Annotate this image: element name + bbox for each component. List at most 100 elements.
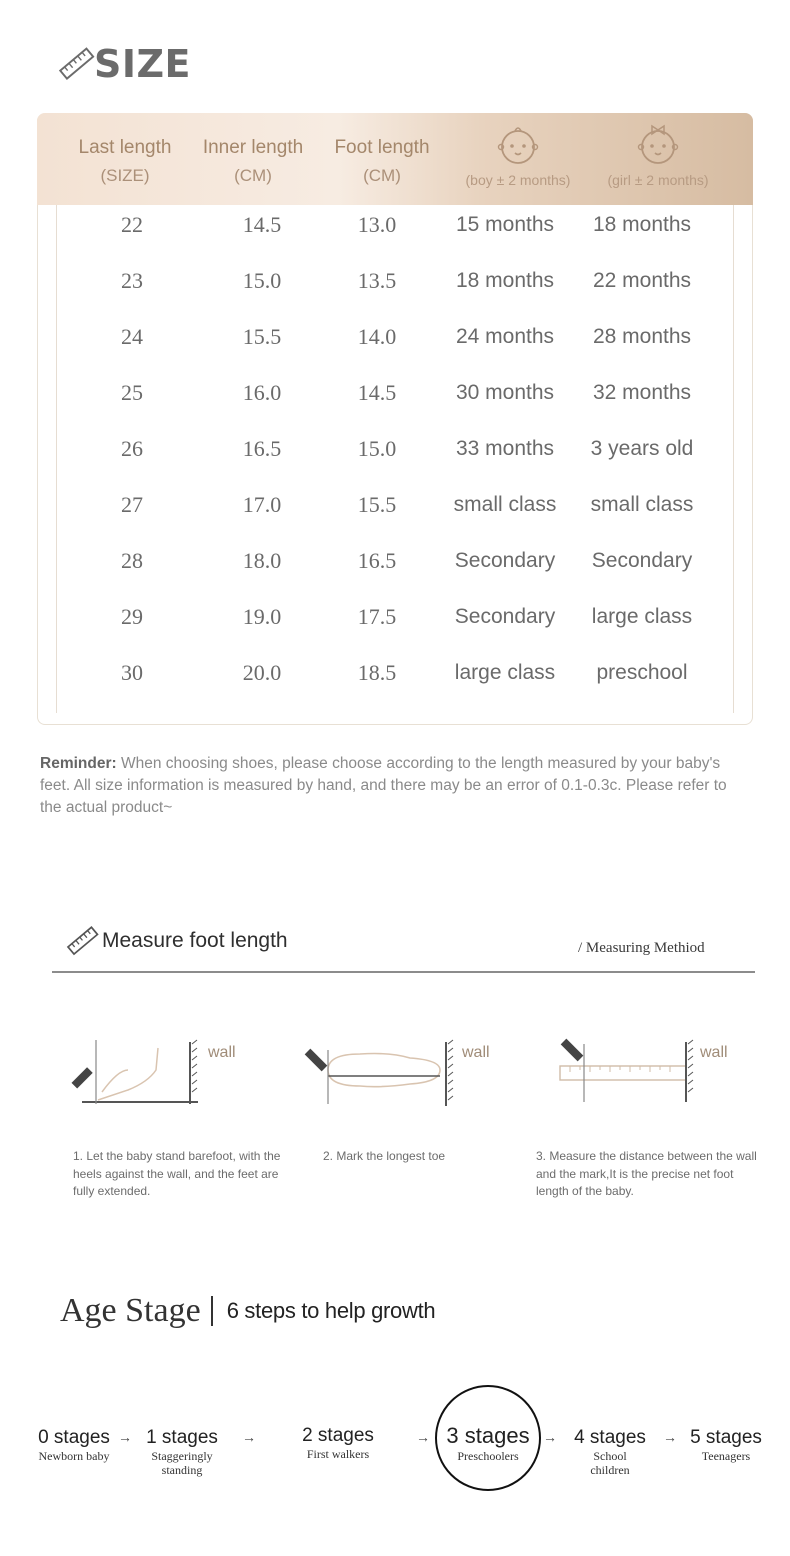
foot-side-view-icon: [71, 1039, 208, 1104]
stage-label: 2 stages: [302, 1425, 374, 1446]
cell-foot-length: 15.0: [357, 436, 397, 461]
age-stage-subtitle: 6 steps to help growth: [226, 1298, 436, 1323]
cell-size: 23: [121, 268, 143, 293]
table-row: 23 15.0 13.5 18 months 22 months: [0, 263, 790, 319]
wall-label: wall: [462, 1044, 490, 1061]
cell-foot-length: 15.5: [357, 492, 397, 517]
cell-inner-length: 16.5: [242, 436, 282, 461]
table-row: 24 15.5 14.0 24 months 28 months: [0, 319, 790, 375]
cell-inner-length: 17.0: [242, 492, 282, 517]
cell-foot-length: 16.5: [357, 548, 397, 573]
header-foot-length-title: Foot length: [334, 137, 430, 158]
cell-inner-length: 15.0: [242, 268, 282, 293]
wall-label: wall: [208, 1044, 236, 1061]
title-separator: [210, 1296, 213, 1326]
cell-foot-length: 18.5: [357, 660, 397, 685]
stage-item: 2 stages First walkers: [296, 1425, 380, 1461]
reminder-text: When choosing shoes, please choose accor…: [40, 755, 727, 816]
table-row: 22 14.5 13.0 15 months 18 months: [0, 207, 790, 263]
cell-girl-age: 3 years old: [590, 437, 694, 460]
step3-text: 3. Measure the distance between the wall…: [536, 1149, 757, 1198]
stage-label: 5 stages: [690, 1427, 762, 1448]
table-body-frame: [56, 205, 734, 713]
header-last-length-title: Last length: [78, 137, 172, 158]
table-row: 26 16.5 15.0 33 months 3 years old: [0, 431, 790, 487]
cell-foot-length: 17.5: [357, 604, 397, 629]
stage-item-highlighted: 3 stages Preschoolers: [438, 1423, 538, 1463]
stage-item: 5 stages Teenagers: [682, 1427, 770, 1463]
header-inner-length-title: Inner length: [202, 137, 304, 158]
stage-item: 0 stages Newborn baby: [28, 1427, 120, 1463]
cell-boy-age: 30 months: [455, 381, 555, 404]
stage-label: 3 stages: [446, 1423, 530, 1448]
stage-label: 1 stages: [146, 1427, 218, 1448]
header-foot-length: Foot length (CM): [322, 134, 442, 190]
measure-subtitle: / Measuring Methiod: [578, 940, 705, 956]
highlight-circle: [435, 1385, 541, 1491]
cell-girl-age: Secondary: [591, 549, 693, 572]
cell-boy-age: 15 months: [455, 213, 555, 236]
cell-girl-age: preschool: [596, 661, 688, 684]
header-girl-age-label: (girl ± 2 months): [607, 172, 709, 188]
arrow-right-icon: →: [663, 1429, 677, 1445]
wall-label: wall: [700, 1044, 728, 1061]
cell-inner-length: 14.5: [242, 212, 282, 237]
header-inner-length: Inner length (CM): [190, 134, 316, 190]
stage-label: 0 stages: [38, 1427, 110, 1448]
arrow-right-icon: →: [242, 1429, 256, 1445]
cell-foot-length: 14.5: [357, 380, 397, 405]
cell-inner-length: 20.0: [242, 660, 282, 685]
stage-item: 4 stages School children: [565, 1427, 655, 1477]
stage-description: Staggeringly standing: [151, 1449, 213, 1477]
divider: [52, 971, 755, 973]
cell-size: 26: [121, 436, 143, 461]
stage-description: Preschoolers: [457, 1449, 519, 1463]
step2-illustration: wall: [300, 1030, 510, 1110]
step1-text: 1. Let the baby stand barefoot, with the…: [73, 1149, 281, 1198]
age-stage-title: Age Stage: [60, 1292, 201, 1329]
header-last-length-unit: (SIZE): [100, 166, 150, 185]
step3-illustration: wall: [556, 1030, 756, 1110]
stage-description: First walkers: [306, 1447, 370, 1461]
cell-boy-age: Secondary: [454, 549, 556, 572]
cell-girl-age: 32 months: [592, 381, 692, 404]
cell-size: 24: [121, 324, 143, 349]
cell-size: 28: [121, 548, 143, 573]
ruler-icon: [66, 926, 99, 956]
tape-measure-icon: [559, 1038, 694, 1102]
stage-description: School children: [590, 1449, 630, 1477]
header-foot-length-unit: (CM): [363, 166, 401, 185]
table-row: 28 18.0 16.5 Secondary Secondary: [0, 543, 790, 599]
header-girl-age: (girl ± 2 months): [588, 120, 728, 188]
arrow-right-icon: →: [118, 1429, 132, 1445]
cell-size: 29: [121, 604, 143, 629]
table-row: 29 19.0 17.5 Secondary large class: [0, 599, 790, 655]
cell-boy-age: 33 months: [455, 437, 555, 460]
cell-boy-age: small class: [453, 493, 557, 516]
size-table-header: [37, 113, 753, 205]
cell-inner-length: 18.0: [242, 548, 282, 573]
stage-item: 1 stages Staggeringly standing: [140, 1427, 224, 1477]
stage-description: Teenagers: [701, 1449, 751, 1463]
cell-girl-age: large class: [591, 605, 693, 628]
cell-size: 30: [121, 660, 143, 685]
header-boy-age: (boy ± 2 months): [448, 120, 588, 188]
cell-size: 22: [121, 212, 143, 237]
reminder-label: Reminder:: [40, 755, 117, 772]
reminder-note: Reminder: When choosing shoes, please ch…: [40, 753, 740, 819]
step1-illustration: wall: [68, 1030, 258, 1110]
measure-title: Measure foot length: [102, 929, 288, 952]
size-heading: SIZE: [58, 42, 191, 86]
cell-foot-length: 14.0: [357, 324, 397, 349]
cell-inner-length: 16.0: [242, 380, 282, 405]
stage-description: Newborn baby: [38, 1449, 110, 1463]
header-boy-age-label: (boy ± 2 months): [465, 172, 571, 188]
cell-girl-age: small class: [590, 493, 694, 516]
cell-boy-age: 24 months: [455, 325, 555, 348]
baby-girl-icon: [637, 124, 679, 164]
ruler-icon: [58, 47, 95, 80]
cell-girl-age: 22 months: [592, 269, 692, 292]
cell-boy-age: 18 months: [455, 269, 555, 292]
cell-boy-age: Secondary: [454, 605, 556, 628]
cell-girl-age: 18 months: [592, 213, 692, 236]
